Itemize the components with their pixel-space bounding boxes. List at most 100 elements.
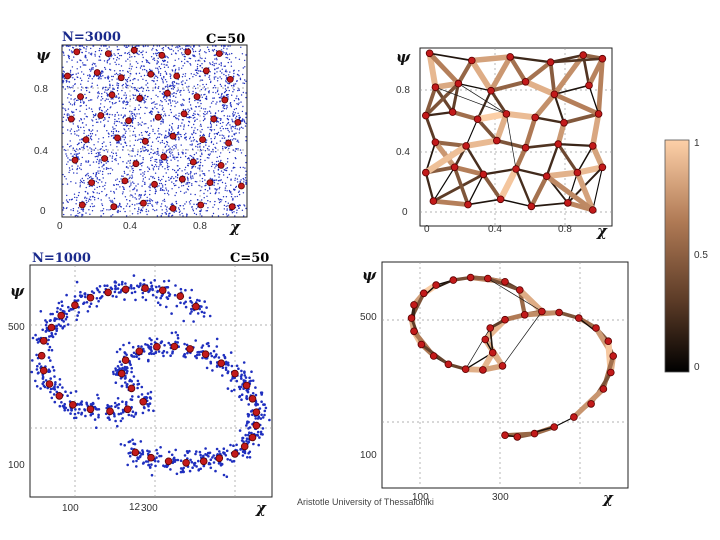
- sample-point: [241, 209, 244, 211]
- sample-point: [112, 214, 114, 216]
- sample-point: [147, 359, 150, 363]
- sample-point: [90, 67, 93, 69]
- sample-point: [136, 113, 138, 115]
- sample-point: [105, 86, 107, 89]
- sample-point: [145, 59, 147, 61]
- sample-point: [130, 182, 132, 184]
- sample-point: [67, 157, 69, 159]
- sample-point: [174, 69, 177, 72]
- sample-point: [170, 77, 172, 80]
- sample-point: [153, 177, 156, 180]
- sample-point: [175, 156, 178, 159]
- sample-point: [181, 60, 183, 63]
- sample-point: [107, 77, 110, 80]
- sample-point: [140, 452, 143, 456]
- sample-point: [215, 87, 217, 89]
- sample-point: [106, 130, 108, 132]
- sample-point: [189, 136, 192, 138]
- sample-point: [190, 288, 193, 292]
- sample-point: [159, 73, 162, 75]
- sample-point: [195, 203, 198, 206]
- sample-point: [159, 188, 162, 190]
- sample-point: [125, 371, 128, 375]
- sample-point: [182, 466, 185, 470]
- sample-point: [210, 354, 214, 358]
- sample-point: [193, 203, 195, 205]
- sample-point: [190, 116, 192, 119]
- sample-point: [140, 124, 143, 127]
- sample-point: [222, 50, 224, 53]
- sample-point: [113, 280, 117, 283]
- sample-point: [225, 201, 227, 203]
- sample-point: [113, 88, 116, 90]
- network-edge: [428, 52, 473, 62]
- sample-point: [229, 71, 231, 73]
- sample-point: [215, 62, 217, 65]
- sample-point: [229, 103, 231, 105]
- sample-point: [154, 172, 157, 174]
- sample-point: [126, 203, 129, 205]
- colorbar-tick-0: 1: [694, 138, 700, 149]
- node-point: [513, 433, 522, 441]
- sample-point: [232, 197, 234, 200]
- sample-point: [167, 57, 169, 59]
- sample-point: [175, 184, 177, 186]
- sample-point: [171, 351, 174, 355]
- sample-point: [45, 326, 49, 330]
- sample-point: [131, 121, 133, 123]
- sample-point: [53, 375, 56, 378]
- sample-point: [139, 117, 142, 119]
- sample-point: [63, 149, 66, 151]
- sample-point: [188, 97, 191, 100]
- sample-point: [127, 101, 129, 104]
- panel-tr-nodes: [421, 49, 607, 214]
- sample-point: [125, 142, 127, 144]
- sample-point: [66, 115, 69, 117]
- sample-point: [125, 94, 127, 96]
- sample-point: [129, 110, 131, 113]
- sample-point: [201, 152, 203, 154]
- sample-point: [203, 60, 206, 62]
- node-point: [407, 314, 416, 322]
- sample-point: [194, 60, 197, 62]
- sample-point: [176, 101, 179, 103]
- sample-point: [137, 45, 139, 47]
- sample-point: [142, 278, 146, 282]
- sample-point: [186, 215, 188, 217]
- sample-point: [223, 142, 225, 144]
- sample-point: [165, 465, 169, 469]
- sample-point: [108, 167, 110, 170]
- sample-point: [79, 148, 81, 150]
- panel-br-frame: [381, 261, 629, 489]
- network-edge: [532, 91, 557, 120]
- sample-point: [98, 152, 100, 155]
- sample-point: [77, 99, 79, 101]
- sample-point: [123, 170, 126, 173]
- sample-point: [171, 181, 173, 183]
- sample-point: [82, 208, 85, 210]
- sample-point: [113, 123, 116, 125]
- sample-point: [148, 89, 150, 92]
- sample-point: [65, 149, 67, 152]
- sample-point: [174, 331, 178, 334]
- sample-point: [254, 404, 258, 407]
- sample-point: [166, 141, 169, 144]
- sample-point: [162, 354, 165, 358]
- sample-point: [60, 401, 63, 404]
- sample-point: [238, 117, 241, 120]
- sample-point: [135, 198, 138, 200]
- sample-point: [160, 99, 162, 102]
- network-edge-thin: [487, 278, 543, 312]
- sample-point: [154, 192, 156, 195]
- sample-point: [87, 134, 90, 137]
- sample-point: [91, 99, 93, 101]
- sample-point: [209, 458, 213, 462]
- sample-point: [198, 105, 200, 108]
- sample-point: [199, 142, 202, 145]
- panel-tl-xlabel: χ: [229, 218, 241, 236]
- sample-point: [227, 86, 229, 89]
- sample-point: [127, 160, 129, 162]
- sample-point: [118, 63, 120, 66]
- sample-point: [239, 78, 242, 81]
- sample-point: [85, 104, 88, 107]
